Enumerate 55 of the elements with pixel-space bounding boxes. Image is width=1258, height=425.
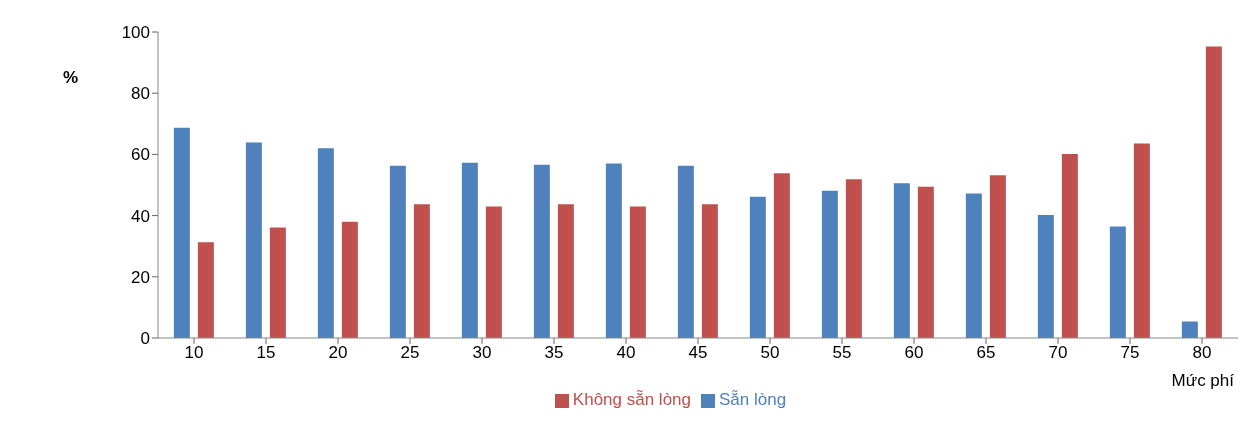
bar (965, 193, 982, 338)
bar (557, 204, 574, 338)
legend-label: Sẵn lòng (719, 390, 787, 409)
y-tick-label: 60 (131, 145, 150, 165)
x-tick-label: 35 (544, 343, 564, 363)
bar (845, 179, 862, 338)
bar (533, 164, 550, 338)
bar (197, 242, 214, 338)
bar (341, 221, 358, 338)
y-axis-title: % (63, 68, 79, 88)
bar (1205, 46, 1222, 338)
bar (461, 162, 478, 338)
bar (701, 204, 718, 338)
bar (677, 165, 694, 338)
x-tick-label: 70 (1048, 343, 1068, 363)
bar (245, 142, 262, 338)
bar (413, 204, 430, 338)
bar (1133, 143, 1150, 338)
legend-label: Không sẵn lòng (572, 390, 692, 409)
x-tick-label: 65 (976, 343, 996, 363)
x-tick-label: 30 (472, 343, 492, 363)
bar (749, 196, 766, 338)
bar (989, 175, 1006, 338)
x-tick-label: 50 (760, 343, 780, 363)
bar (629, 206, 646, 338)
bar (269, 227, 286, 338)
bar (773, 173, 790, 338)
x-tick-label: 55 (832, 343, 852, 363)
x-tick-label: 15 (256, 343, 276, 363)
bar (605, 163, 622, 338)
x-tick-label: 45 (688, 343, 708, 363)
bar (1109, 226, 1126, 338)
x-tick-label: 25 (400, 343, 420, 363)
y-tick-label: 20 (131, 267, 150, 287)
y-tick-label: 0 (140, 329, 150, 349)
x-tick-label: 75 (1120, 343, 1140, 363)
bar (917, 186, 934, 338)
bar (1037, 214, 1054, 338)
x-tick-label: 40 (616, 343, 636, 363)
bar (389, 165, 406, 338)
y-tick-label: 100 (121, 23, 150, 43)
y-tick-label: 80 (131, 84, 150, 104)
x-tick-label: 10 (184, 343, 204, 363)
x-axis-title: Mức phí (1171, 371, 1235, 390)
bar (1181, 321, 1198, 338)
bar (317, 148, 334, 338)
x-tick-label: 80 (1192, 343, 1212, 363)
x-tick-label: 60 (904, 343, 924, 363)
bar (485, 206, 502, 338)
bar (1061, 154, 1078, 338)
x-tick-label: 20 (328, 343, 348, 363)
bar (821, 190, 838, 338)
bar (173, 127, 190, 338)
y-tick-label: 40 (131, 206, 150, 226)
bar (893, 183, 910, 338)
